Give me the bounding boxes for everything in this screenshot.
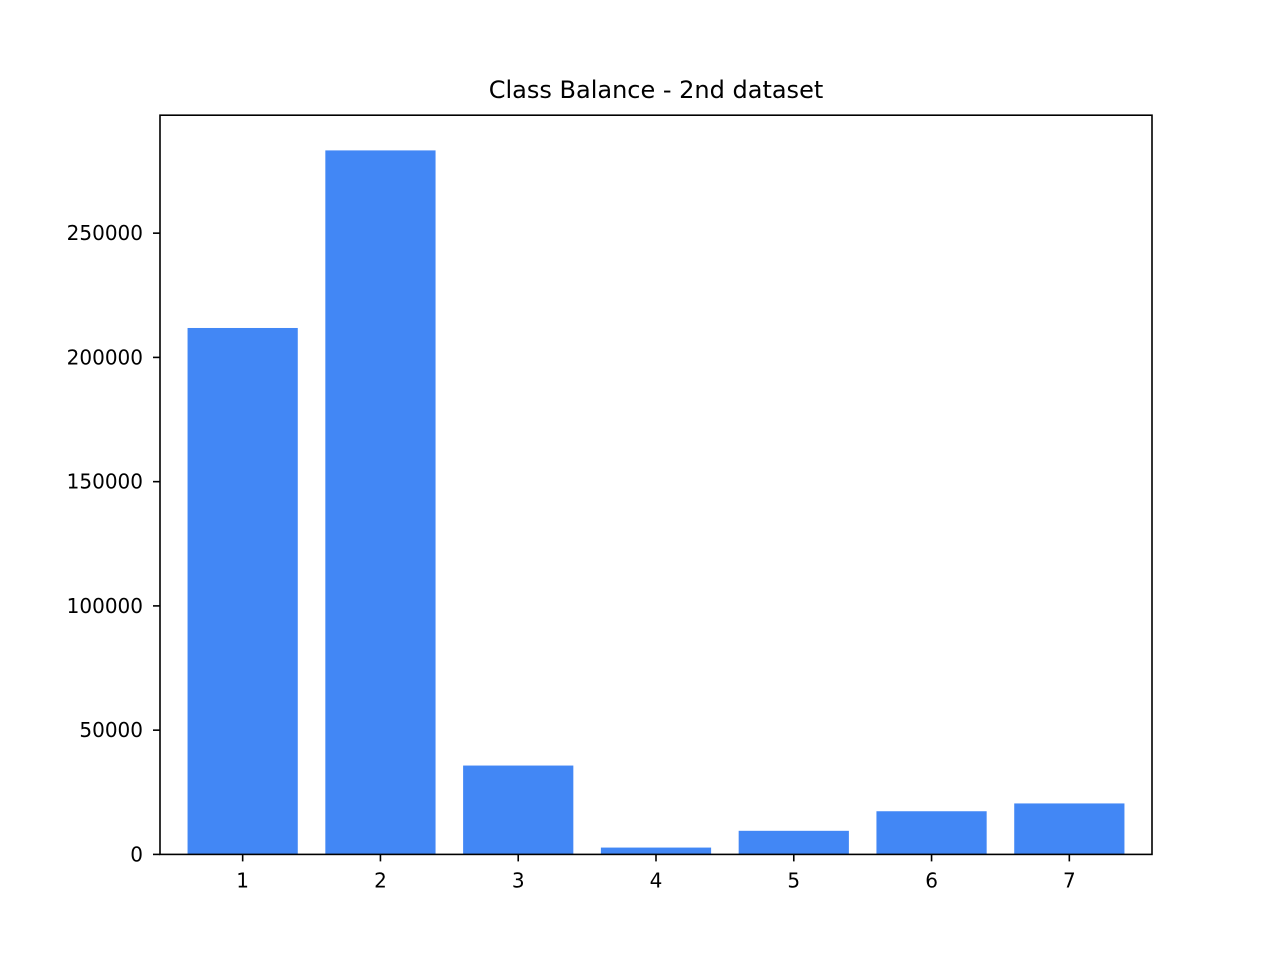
y-tick-label: 250000 [67,221,143,245]
bar-4 [600,847,712,855]
plot-frame [159,114,1153,856]
y-axis: 0 50000 100000 150000 200000 250000 [67,221,160,866]
bar-1 [187,327,298,855]
x-tick-label: 6 [925,868,938,892]
bar-6 [876,811,987,855]
bar-7 [1014,803,1125,855]
y-tick-label: 50000 [79,718,143,742]
y-tick-label: 100000 [67,594,143,618]
x-tick-label: 1 [236,868,249,892]
chart-title: Class Balance - 2nd dataset [489,76,824,104]
x-axis: 1 2 3 4 5 6 7 [236,854,1076,892]
bars-group [187,150,1125,855]
bar-2 [325,150,436,855]
x-tick-label: 2 [374,868,387,892]
y-tick-label: 0 [130,842,143,866]
x-tick-label: 4 [650,868,663,892]
bar-3 [463,765,574,855]
y-tick-label: 150000 [67,470,143,494]
y-tick-label: 200000 [67,345,143,369]
x-tick-label: 5 [787,868,800,892]
x-tick-label: 3 [512,868,525,892]
bar-5 [738,830,849,855]
x-tick-label: 7 [1063,868,1076,892]
